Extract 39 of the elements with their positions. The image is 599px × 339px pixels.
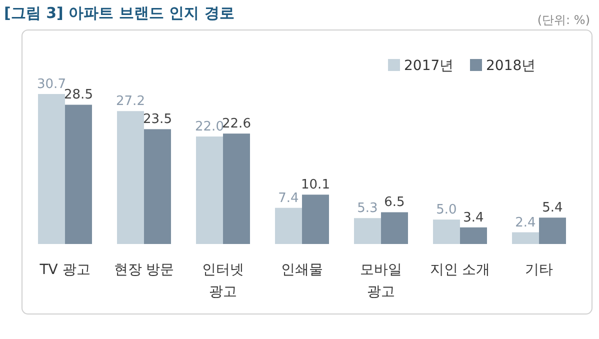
- data-label: 28.5: [64, 88, 93, 103]
- data-label: 22.0: [195, 120, 224, 135]
- legend-label: 2018년: [486, 58, 536, 74]
- bar: [460, 227, 487, 244]
- bar: [512, 232, 539, 244]
- x-tick-label: 인쇄물: [281, 262, 323, 278]
- data-label: 6.5: [384, 195, 405, 210]
- x-tick-label: 인터넷 광고: [202, 262, 244, 300]
- legend-label: 2017년: [404, 58, 454, 74]
- bar: [38, 94, 65, 244]
- bar: [302, 194, 329, 244]
- x-tick-label: 지인 소개: [430, 262, 490, 278]
- bar: [144, 129, 171, 244]
- bar: [117, 111, 144, 244]
- bar: [196, 136, 223, 244]
- data-label: 30.7: [37, 77, 66, 92]
- chart-subtitle: (단위: %): [537, 13, 590, 27]
- data-label: 2.4: [515, 215, 536, 230]
- data-label: 5.4: [542, 200, 563, 216]
- data-label: 22.6: [222, 116, 251, 132]
- data-label: 3.4: [463, 210, 484, 226]
- data-label: 5.0: [436, 202, 457, 218]
- data-label: 5.3: [357, 201, 378, 216]
- x-tick-label: 기타: [525, 262, 553, 278]
- bar: [354, 218, 381, 244]
- bar: [381, 212, 408, 244]
- x-tick-label: TV 광고: [38, 262, 90, 278]
- data-label: 10.1: [301, 178, 330, 193]
- bar: [223, 134, 250, 244]
- x-tick-label: 현장 방문: [114, 262, 174, 278]
- chart-title: [그림 3] 아파트 브랜드 인지 경로: [4, 4, 234, 22]
- data-label: 7.4: [278, 190, 299, 206]
- bar: [539, 218, 566, 244]
- bar: [433, 220, 460, 244]
- data-label: 27.2: [116, 94, 145, 110]
- x-tick-label: 모바일 광고: [360, 262, 402, 300]
- bar: [65, 104, 92, 244]
- bar: [275, 208, 302, 244]
- data-label: 23.5: [143, 112, 172, 128]
